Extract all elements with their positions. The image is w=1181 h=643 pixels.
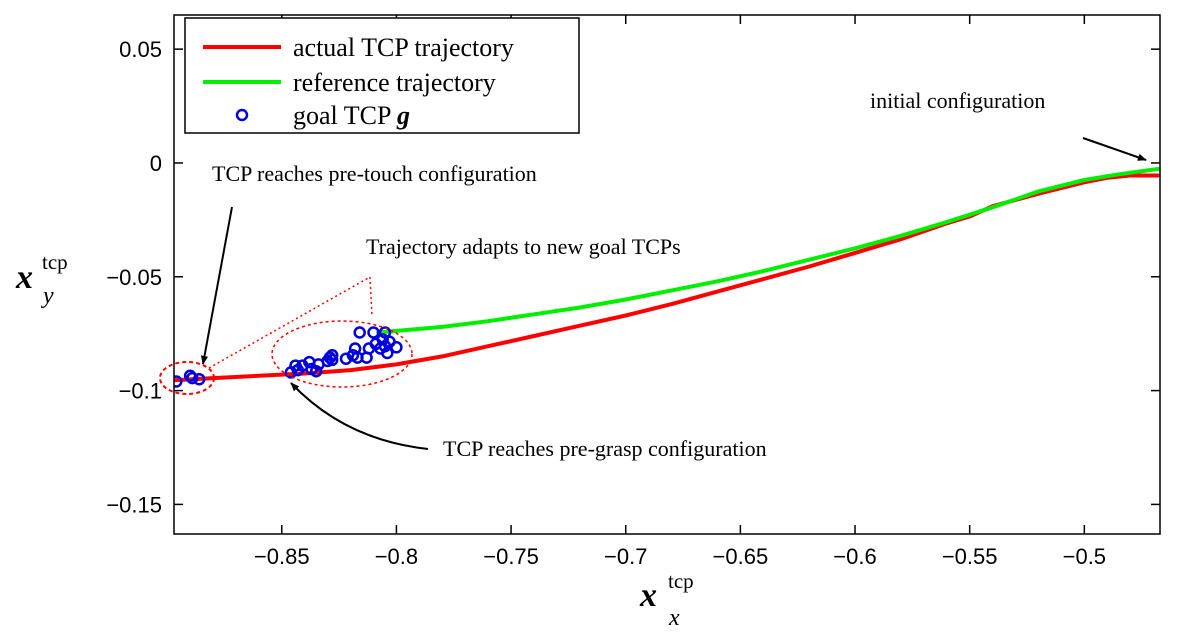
x-axis-label-sup: tcp — [668, 569, 694, 593]
actual-trajectory-line — [174, 173, 1160, 383]
adapt-region-ellipse — [271, 320, 413, 388]
y-axis-label-main: x — [15, 259, 33, 296]
goal-tcp-marker — [192, 372, 206, 386]
y-tick-label: −0.15 — [106, 492, 162, 517]
x-axis-label: x tcp x — [639, 569, 694, 631]
legend-box — [184, 17, 580, 134]
reference-trajectory-line — [376, 166, 1160, 335]
y-tick-label: 0 — [150, 151, 162, 176]
goal-tcp-marker — [325, 353, 339, 367]
x-tick-labels: −0.85 −0.8 −0.75 −0.7 −0.65 −0.6 −0.55 −0.5 — [254, 544, 1106, 569]
legend: actual TCP trajectory reference trajecto… — [184, 17, 580, 134]
x-tick-label: −0.65 — [713, 544, 769, 569]
y-tick-label: 0.05 — [119, 37, 162, 62]
axis-ticks — [174, 15, 1160, 534]
annotation-pre-grasp: TCP reaches pre-grasp configuration — [443, 436, 767, 461]
annotation-initial-configuration: initial configuration — [870, 88, 1045, 113]
goal-tcp-marker — [353, 326, 366, 339]
legend-label-goal: goal TCP g — [293, 101, 410, 130]
x-tick-label: −0.85 — [254, 544, 310, 569]
goal-tcp-marker — [339, 352, 353, 365]
x-tick-label: −0.5 — [1063, 544, 1106, 569]
goal-tcp-marker — [376, 333, 389, 346]
adapt-connector-left — [208, 276, 371, 369]
goal-tcp-marker — [381, 346, 394, 360]
goal-tcp-marker — [325, 349, 339, 362]
goal-tcp-marker — [309, 364, 323, 378]
x-tick-label: −0.55 — [942, 544, 998, 569]
annotation-trajectory-adapts: Trajectory adapts to new goal TCPs — [366, 234, 681, 259]
x-axis-label-main: x — [639, 577, 657, 614]
y-tick-label: −0.05 — [106, 265, 162, 290]
x-tick-label: −0.7 — [604, 544, 647, 569]
pregrasp-arrow — [290, 382, 429, 450]
goal-tcp-marker — [186, 371, 199, 385]
x-tick-label: −0.6 — [833, 544, 876, 569]
plot-frame — [173, 14, 1161, 535]
highlight-regions — [159, 276, 413, 395]
x-axis-label-sub: x — [668, 605, 680, 631]
plot-series — [174, 166, 1160, 388]
goal-tcp-marker — [367, 326, 380, 339]
x-tick-label: −0.75 — [483, 544, 539, 569]
adapt-connector-right — [369, 276, 373, 317]
legend-swatch-goal — [235, 108, 249, 122]
pretouch-arrow — [200, 206, 233, 365]
initial-arrow — [1082, 137, 1147, 161]
annotation-pre-touch: TCP reaches pre-touch configuration — [212, 161, 537, 186]
y-axis-label-sup: tcp — [42, 250, 68, 274]
legend-label-reference: reference trajectory — [293, 68, 496, 97]
goal-tcp-marker — [174, 375, 183, 388]
goal-tcp-marker — [323, 351, 337, 364]
annotation-arrows — [200, 137, 1147, 450]
y-tick-label: −0.1 — [119, 379, 162, 404]
y-axis-label: x tcp y — [15, 250, 68, 309]
goal-tcp-marker — [390, 341, 403, 354]
y-axis-label-sub: y — [41, 283, 54, 309]
pretouch-region-ellipse — [159, 361, 215, 395]
y-tick-labels: 0.05 0 −0.05 −0.1 −0.15 — [106, 37, 162, 517]
x-tick-label: −0.8 — [375, 544, 418, 569]
legend-label-actual: actual TCP trajectory — [293, 33, 514, 62]
